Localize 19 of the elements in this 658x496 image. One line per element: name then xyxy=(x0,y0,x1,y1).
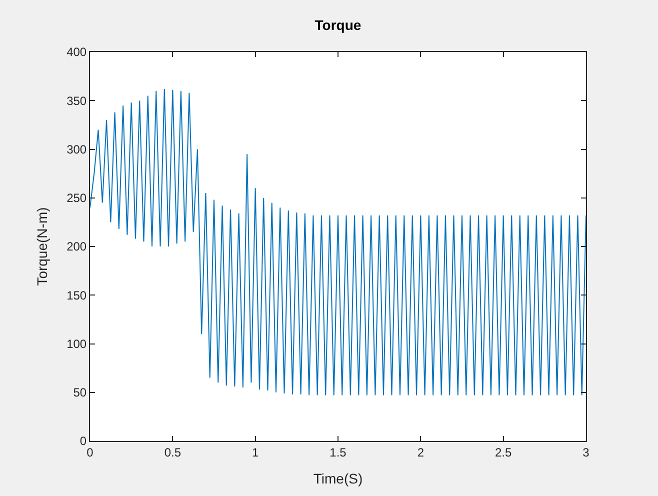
y-tick-label: 0 xyxy=(80,434,87,448)
chart-title: Torque xyxy=(314,16,362,33)
x-axis-title: Time(S) xyxy=(313,470,363,487)
line-series xyxy=(90,88,586,396)
x-tick-label: 3 xyxy=(582,445,590,460)
y-tick-label: 100 xyxy=(66,336,87,351)
y-tick-label: 300 xyxy=(66,142,87,156)
x-tick-label: 2 xyxy=(417,445,424,460)
x-tick-label: 1 xyxy=(252,445,259,460)
x-tick-label: 2.5 xyxy=(494,445,512,460)
x-tick-label: 1.5 xyxy=(330,445,347,460)
y-tick-label: 150 xyxy=(66,288,87,302)
y-tick-label: 400 xyxy=(66,45,87,60)
x-tick-label: 0.5 xyxy=(164,445,182,460)
y-tick-label: 350 xyxy=(66,94,87,108)
y-axis-title: Torque(N-m) xyxy=(34,207,50,286)
y-tick-label: 250 xyxy=(66,191,87,206)
y-tick-label: 50 xyxy=(73,386,87,400)
y-tick-label: 200 xyxy=(66,240,87,254)
